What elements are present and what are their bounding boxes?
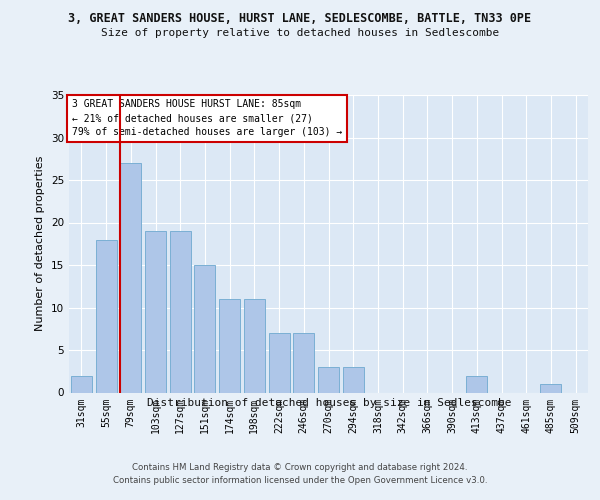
Text: Size of property relative to detached houses in Sedlescombe: Size of property relative to detached ho… [101,28,499,38]
Text: 3 GREAT SANDERS HOUSE HURST LANE: 85sqm
← 21% of detached houses are smaller (27: 3 GREAT SANDERS HOUSE HURST LANE: 85sqm … [71,100,342,138]
Bar [466,376,487,392]
Bar [541,384,562,392]
Text: Contains HM Land Registry data © Crown copyright and database right 2024.: Contains HM Land Registry data © Crown c… [132,462,468,471]
Bar [71,376,92,392]
Text: Distribution of detached houses by size in Sedlescombe: Distribution of detached houses by size … [146,398,511,407]
Bar [343,367,364,392]
Bar [244,299,265,392]
Bar [145,231,166,392]
Text: Contains public sector information licensed under the Open Government Licence v3: Contains public sector information licen… [113,476,487,485]
Y-axis label: Number of detached properties: Number of detached properties [35,156,46,332]
Bar [194,265,215,392]
Bar [269,333,290,392]
Bar [120,163,141,392]
Bar [293,333,314,392]
Bar [318,367,339,392]
Bar [95,240,116,392]
Text: 3, GREAT SANDERS HOUSE, HURST LANE, SEDLESCOMBE, BATTLE, TN33 0PE: 3, GREAT SANDERS HOUSE, HURST LANE, SEDL… [68,12,532,26]
Bar [170,231,191,392]
Bar [219,299,240,392]
